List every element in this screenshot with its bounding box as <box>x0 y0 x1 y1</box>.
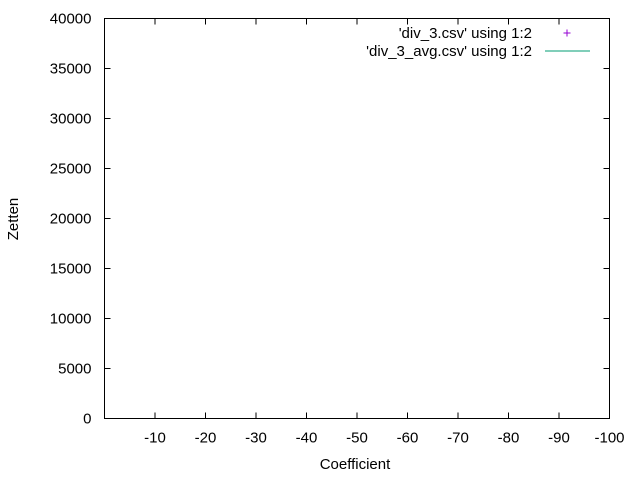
x-tick-label: -80 <box>498 430 520 447</box>
y-tick-label: 5000 <box>58 361 91 378</box>
legend-label: 'div_3.csv' using 1:2 <box>399 25 532 42</box>
x-tick-label: -100 <box>594 430 624 447</box>
y-tick-label: 0 <box>83 411 91 428</box>
y-tick-label: 15000 <box>50 261 92 278</box>
legend-marker-plus <box>563 29 571 37</box>
x-tick-label: -70 <box>447 430 469 447</box>
x-tick-label: -20 <box>195 430 217 447</box>
y-axis-label: Zetten <box>5 198 22 241</box>
y-tick-label: 30000 <box>50 111 92 128</box>
y-tick-label: 20000 <box>50 211 92 228</box>
y-tick-label: 35000 <box>50 61 92 78</box>
x-tick-label: -90 <box>548 430 570 447</box>
x-tick-label: -10 <box>144 430 166 447</box>
y-tick-label: 10000 <box>50 311 92 328</box>
plot-frame <box>104 18 610 419</box>
x-axis: -10 -20 -30 -40 -50 -60 -70 -80 -90 -100 <box>144 18 625 447</box>
legend-label: 'div_3_avg.csv' using 1:2 <box>366 43 532 60</box>
y-tick-label: 25000 <box>50 161 92 178</box>
legend: 'div_3.csv' using 1:2'div_3_avg.csv' usi… <box>366 25 590 60</box>
y-axis: 0 5000 10000 15000 20000 25000 30000 35000 40000 <box>50 11 610 428</box>
x-axis-label: Coefficient <box>320 456 391 473</box>
x-tick-label: -30 <box>245 430 267 447</box>
x-tick-label: -40 <box>296 430 318 447</box>
x-tick-label: -60 <box>397 430 419 447</box>
x-tick-label: -50 <box>346 430 368 447</box>
y-tick-label: 40000 <box>50 11 92 28</box>
